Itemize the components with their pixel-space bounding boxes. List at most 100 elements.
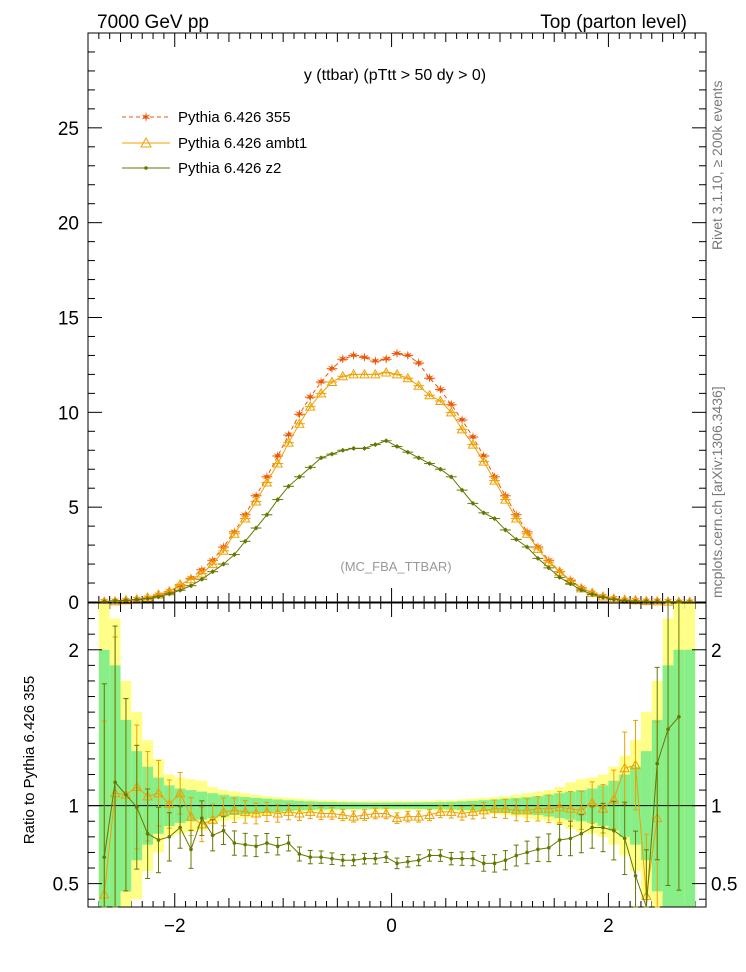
marker-ambt1	[250, 495, 262, 506]
y-ticks-main	[88, 51, 706, 603]
marker-z2	[156, 838, 161, 842]
marker-z2	[200, 816, 204, 820]
marker-p355: ✶	[413, 356, 424, 371]
marker-ambt1	[402, 811, 414, 821]
y-tick-label-main: 25	[58, 119, 79, 140]
marker-ambt1	[597, 590, 609, 601]
marker-z2	[362, 856, 367, 861]
marker-z2	[102, 855, 107, 859]
marker-ambt1	[424, 809, 435, 820]
legend-marker-ambt1	[140, 136, 152, 148]
ratio-line-z2	[103, 716, 680, 908]
legend-label-z2: Pythia 6.426 z2	[178, 160, 281, 177]
marker-ambt1	[402, 372, 414, 383]
marker-z2	[308, 465, 313, 470]
x-tick-label: 0	[386, 916, 397, 937]
marker-p355: ✶	[402, 348, 413, 363]
marker-z2	[297, 475, 302, 479]
marker-z2	[579, 588, 584, 592]
marker-z2	[134, 805, 139, 810]
legend-label-p355: Pythia 6.426 355	[178, 109, 291, 126]
marker-z2	[514, 853, 519, 858]
marker-p355: ✶	[251, 488, 262, 503]
marker-ambt1	[575, 804, 587, 815]
marker-z2	[395, 444, 399, 449]
marker-z2	[601, 595, 605, 600]
ratio-series-z2	[101, 602, 682, 908]
marker-ambt1	[261, 806, 273, 816]
marker-z2	[243, 842, 248, 847]
marker-ambt1	[424, 389, 435, 400]
marker-ambt1	[554, 801, 565, 812]
marker-p355: ✶	[294, 407, 305, 422]
marker-p355: ✶	[272, 448, 283, 463]
marker-z2	[210, 833, 215, 838]
y-ticks-ratio	[88, 618, 706, 900]
marker-ambt1	[510, 513, 522, 523]
marker-z2	[677, 715, 681, 719]
ratio-series-ambt1	[98, 636, 663, 908]
marker-ambt1	[239, 513, 251, 523]
marker-ambt1	[478, 804, 490, 815]
marker-z2	[340, 858, 345, 863]
marker-ambt1	[641, 595, 652, 606]
marker-z2	[449, 475, 454, 479]
marker-ambt1	[630, 594, 641, 605]
header-right: Top (parton level)	[540, 12, 687, 33]
marker-ambt1	[391, 812, 403, 823]
ratio-y-axis-label: Ratio to Pythia 6.426 355	[21, 676, 38, 844]
marker-ambt1	[337, 370, 349, 381]
marker-ambt1	[630, 759, 641, 770]
marker-z2	[189, 583, 193, 588]
marker-ambt1	[261, 476, 273, 487]
marker-z2	[622, 598, 627, 603]
marker-ambt1	[380, 807, 392, 818]
marker-p355: ✶	[467, 429, 478, 444]
marker-z2	[460, 488, 464, 492]
band-inner-bin	[684, 649, 696, 907]
marker-z2	[232, 552, 237, 557]
marker-z2	[633, 874, 638, 878]
marker-z2	[145, 596, 150, 601]
marker-z2	[113, 780, 117, 785]
marker-z2	[351, 446, 356, 451]
marker-z2	[546, 566, 551, 570]
marker-z2	[438, 467, 443, 472]
marker-z2	[362, 446, 367, 451]
marker-ambt1	[380, 366, 392, 377]
y-tick-label-ratio: 1	[68, 797, 79, 818]
legend-marker-p355: ✶	[140, 109, 152, 125]
legend: ✶ Pythia 6.426 355 Pythia 6.426 ambt1 Py…	[122, 109, 307, 177]
marker-z2	[655, 761, 660, 766]
marker-z2	[481, 511, 486, 515]
marker-ambt1	[456, 807, 468, 818]
marker-ambt1	[435, 395, 446, 405]
y-tick-label-main: 0	[68, 593, 79, 614]
marker-ambt1	[478, 456, 490, 466]
marker-p355: ✶	[446, 397, 457, 412]
marker-z2	[492, 861, 497, 866]
marker-z2	[351, 858, 356, 863]
marker-ambt1	[272, 807, 284, 818]
marker-z2	[275, 844, 280, 848]
marker-z2	[330, 452, 334, 456]
y-tick-label-ratio: 0.5	[53, 875, 79, 896]
marker-z2	[471, 501, 475, 506]
marker-ambt1	[532, 543, 544, 553]
marker-z2	[265, 512, 269, 517]
marker-ambt1	[185, 573, 197, 584]
marker-z2	[167, 835, 172, 839]
marker-z2	[384, 855, 388, 859]
marker-z2	[373, 856, 378, 861]
marker-z2	[395, 861, 399, 866]
marker-p355: ✶	[478, 448, 489, 463]
marker-ambt1	[565, 803, 576, 813]
marker-z2	[449, 856, 454, 861]
marker-ambt1	[521, 528, 533, 538]
marker-p355: ✶	[316, 374, 327, 389]
watermark-label: (MC_FBA_TTBAR)	[340, 559, 451, 574]
marker-z2	[416, 456, 421, 460]
marker-z2	[612, 828, 616, 833]
marker-z2	[319, 456, 323, 460]
